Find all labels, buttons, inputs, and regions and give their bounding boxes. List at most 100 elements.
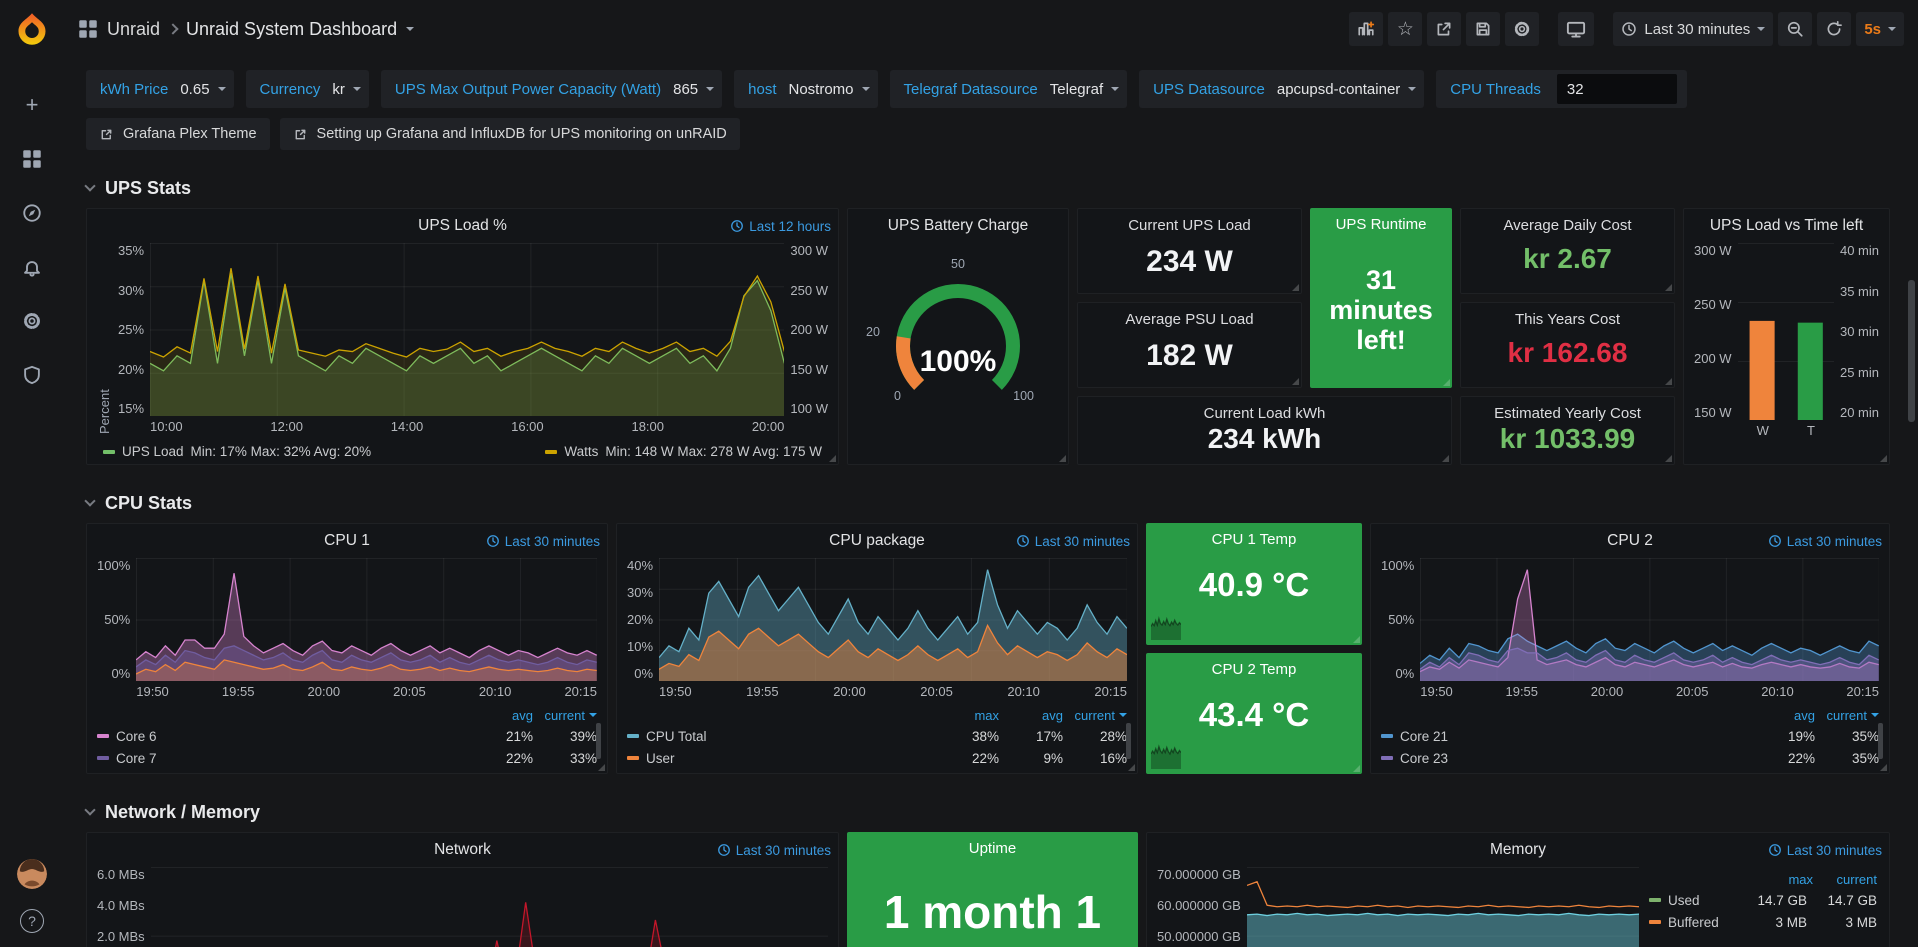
variable-value[interactable]: apcupsd-container (1275, 81, 1420, 98)
legend-scrollbar[interactable] (1126, 723, 1131, 759)
legend-series[interactable]: Used (1649, 893, 1737, 908)
variable-kwh-price[interactable]: kWh Price 0.65 (86, 70, 234, 108)
variable-value[interactable]: Telegraf (1048, 81, 1123, 98)
create-menu-button[interactable]: + (17, 90, 47, 120)
legend-header[interactable]: current (1063, 708, 1127, 723)
panel-title[interactable]: Current Load kWh (1203, 405, 1326, 422)
panel-title[interactable]: UPS Runtime (1335, 216, 1427, 233)
legend-series[interactable]: Buffered (1649, 915, 1737, 930)
panel-title[interactable]: UPS Load % (418, 217, 507, 234)
page-scrollbar[interactable] (1908, 280, 1915, 422)
panel-title[interactable]: Average PSU Load (1125, 311, 1254, 328)
legend-series[interactable]: Core 7 (97, 751, 469, 766)
network-chart[interactable] (150, 867, 828, 947)
panel-title[interactable]: Estimated Yearly Cost (1494, 405, 1641, 422)
panel-title[interactable]: UPS Battery Charge (887, 217, 1029, 234)
panel-title[interactable]: Network (434, 841, 491, 858)
variable-telegraf-datasource[interactable]: Telegraf Datasource Telegraf (889, 70, 1128, 108)
panel-title[interactable]: Uptime (968, 840, 1017, 857)
grafana-logo-icon[interactable] (13, 10, 51, 48)
variable-value[interactable]: kr (330, 81, 365, 98)
legend-entry[interactable]: Watts Min: 148 W Max: 278 W Avg: 175 W (545, 444, 822, 459)
variable-value[interactable]: Nostromo (787, 81, 874, 98)
panel-time-badge[interactable]: Last 30 minutes (717, 833, 831, 867)
legend-series[interactable]: Core 21 (1381, 729, 1751, 744)
dashboards-menu-button[interactable] (17, 144, 47, 174)
panel-time-badge[interactable]: Last 30 minutes (1016, 524, 1130, 558)
panel-title[interactable]: Memory (1490, 841, 1546, 858)
add-panel-button[interactable] (1349, 12, 1384, 46)
row-header-network-memory[interactable]: Network / Memory (84, 796, 1896, 828)
link-ups-monitoring-guide[interactable]: Setting up Grafana and InfluxDB for UPS … (279, 118, 740, 150)
legend-series-name[interactable]: Watts (564, 444, 599, 459)
panel-title[interactable]: UPS Load vs Time left (1709, 217, 1864, 234)
panel-time-badge[interactable]: Last 30 minutes (486, 524, 600, 558)
panel-time-badge[interactable]: Last 30 minutes (1768, 833, 1882, 867)
refresh-button[interactable] (1817, 12, 1852, 46)
panel-title[interactable]: CPU 1 (324, 532, 370, 549)
legend-value: 16% (1099, 750, 1127, 766)
dashboard-settings-button[interactable] (1505, 12, 1540, 46)
variable-cpu-threads[interactable]: CPU Threads 32 (1436, 70, 1687, 108)
memory-chart[interactable] (1246, 867, 1639, 947)
ups-load-chart[interactable] (150, 243, 785, 416)
legend-series-name[interactable]: UPS Load (122, 444, 184, 459)
user-avatar[interactable] (17, 859, 47, 889)
save-dashboard-button[interactable] (1466, 12, 1501, 46)
server-admin-menu-button[interactable] (17, 360, 47, 390)
legend-header[interactable]: current (533, 708, 597, 723)
row-header-ups-stats[interactable]: UPS Stats (84, 172, 1896, 204)
cpu-threads-input[interactable]: 32 (1556, 74, 1677, 104)
legend-series[interactable]: Core 23 (1381, 751, 1751, 766)
legend-header[interactable]: avg (1794, 707, 1815, 723)
caret-down-icon[interactable] (406, 27, 415, 31)
link-grafana-plex-theme[interactable]: Grafana Plex Theme (86, 118, 270, 150)
variable-ups-max-output[interactable]: UPS Max Output Power Capacity (Watt) 865 (380, 70, 723, 108)
legend-entry[interactable]: UPS Load Min: 17% Max: 32% Avg: 20% (103, 444, 371, 459)
share-button[interactable] (1427, 12, 1462, 46)
cpu2-chart[interactable] (1420, 558, 1879, 681)
breadcrumb-page-title[interactable]: Unraid System Dashboard (186, 18, 398, 39)
explore-menu-button[interactable] (17, 198, 47, 228)
legend-series[interactable]: User (627, 751, 935, 766)
legend-series[interactable]: Core 6 (97, 729, 469, 744)
cycle-view-mode-button[interactable] (1558, 12, 1595, 46)
legend-scrollbar[interactable] (1878, 723, 1883, 759)
time-range-picker[interactable]: Last 30 minutes (1613, 12, 1774, 46)
configuration-menu-button[interactable] (17, 306, 47, 336)
refresh-interval-picker[interactable]: 5s (1856, 12, 1904, 46)
variable-currency[interactable]: Currency kr (245, 70, 369, 108)
panel-time-badge[interactable]: Last 12 hours (730, 209, 831, 243)
zoom-out-time-button[interactable] (1778, 12, 1813, 46)
legend-color-chip (1649, 898, 1661, 902)
star-button[interactable]: ☆ (1388, 12, 1423, 46)
apps-grid-icon[interactable] (78, 19, 98, 39)
panel-title[interactable]: CPU 2 Temp (1211, 661, 1297, 678)
ups-load-vs-time-chart[interactable] (1737, 243, 1834, 420)
panel-title[interactable]: CPU 1 Temp (1211, 531, 1297, 548)
variable-value[interactable]: 0.65 (178, 81, 229, 98)
cpu-package-chart[interactable] (659, 558, 1127, 681)
alerting-menu-button[interactable] (17, 252, 47, 282)
legend-header[interactable]: avg (512, 707, 533, 723)
row-header-cpu-stats[interactable]: CPU Stats (84, 487, 1896, 519)
breadcrumb-app[interactable]: Unraid (107, 18, 161, 39)
legend-header[interactable]: max (1788, 871, 1813, 887)
legend-header[interactable]: avg (1042, 707, 1063, 723)
legend-header[interactable]: current (1813, 872, 1877, 887)
variable-host[interactable]: host Nostromo (734, 70, 878, 108)
panel-title[interactable]: This Years Cost (1514, 311, 1621, 328)
panel-title[interactable]: Current UPS Load (1128, 217, 1251, 234)
panel-time-badge[interactable]: Last 30 minutes (1768, 524, 1882, 558)
panel-title[interactable]: CPU package (829, 532, 925, 549)
variable-value[interactable]: 865 (671, 81, 718, 98)
cpu1-chart[interactable] (136, 558, 597, 681)
legend-scrollbar[interactable] (596, 723, 601, 759)
legend-header[interactable]: max (974, 707, 999, 723)
panel-title[interactable]: Average Daily Cost (1503, 217, 1632, 234)
legend-series[interactable]: CPU Total (627, 729, 935, 744)
legend-header[interactable]: current (1815, 708, 1879, 723)
variable-ups-datasource[interactable]: UPS Datasource apcupsd-container (1139, 70, 1425, 108)
panel-title[interactable]: CPU 2 (1607, 532, 1653, 549)
help-button[interactable]: ? (20, 909, 44, 933)
